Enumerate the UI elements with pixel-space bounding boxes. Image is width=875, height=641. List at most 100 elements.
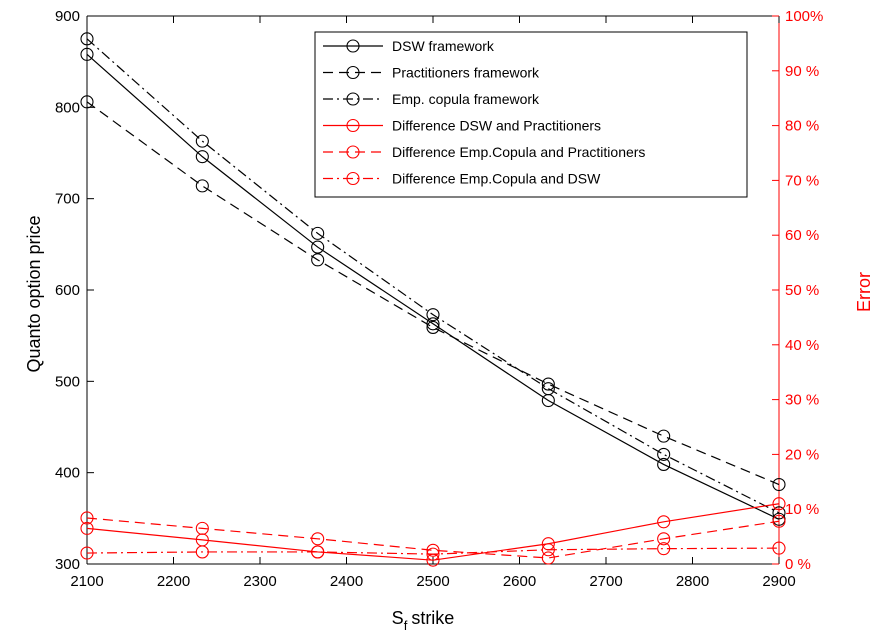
data-point [657, 515, 671, 529]
series-6 [80, 541, 786, 561]
x-tick-label: 2800 [676, 573, 709, 590]
legend-label: Practitioners framework [392, 65, 540, 81]
y-left-tick-label: 400 [55, 465, 80, 482]
y-right-tick-label: 0 % [785, 556, 811, 573]
legend-entry: Difference Emp.Copula and DSW [323, 171, 601, 187]
data-point [195, 179, 209, 193]
ticks-layer: 2100 2200 2300 2400 2500 2600 2700 2800 2900 300 4… [55, 8, 823, 590]
y-right-tick-label: 40 % [785, 337, 819, 354]
data-point [311, 253, 325, 267]
legend-label: DSW framework [392, 38, 495, 54]
data-point [426, 547, 440, 561]
legend-entry: Emp. copula framework [323, 91, 540, 107]
x-axis-label-symbol: S [392, 608, 404, 628]
legend-entry: Difference DSW and Practitioners [323, 118, 601, 134]
legend-entry: Difference Emp.Copula and Practitioners [323, 144, 645, 160]
series-1 [80, 47, 786, 526]
legend-label: Difference Emp.Copula and DSW [392, 171, 601, 187]
data-point [80, 546, 94, 560]
y-axis-right-label: Error [854, 272, 874, 312]
data-point [311, 240, 325, 254]
legend-label: Difference DSW and Practitioners [392, 118, 601, 134]
data-point [195, 545, 209, 559]
x-tick-label: 2700 [589, 573, 622, 590]
legend-label: Difference Emp.Copula and Practitioners [392, 144, 645, 160]
series-layer [80, 32, 786, 567]
legend-marker [346, 39, 360, 53]
data-point [657, 457, 671, 471]
legend-box [314, 31, 748, 198]
y-left-tick-label: 800 [55, 99, 80, 116]
x-tick-label: 2100 [70, 573, 103, 590]
y-right-tick-label: 30 % [785, 392, 819, 409]
legend-label: Emp. copula framework [392, 91, 540, 107]
series-3 [80, 32, 786, 520]
data-point [426, 308, 440, 322]
series-2 [80, 95, 786, 492]
data-point [426, 543, 440, 557]
data-point [541, 543, 555, 557]
y-right-tick-label: 60 % [785, 227, 819, 244]
data-point [772, 497, 786, 511]
data-point [311, 545, 325, 559]
data-point [80, 32, 94, 46]
y-right-tick-label: 80 % [785, 118, 819, 135]
series-line [86, 38, 780, 514]
data-point [195, 521, 209, 535]
x-tick-label: 2300 [243, 573, 276, 590]
y-left-tick-label: 600 [55, 282, 80, 299]
data-point [426, 320, 440, 334]
y-right-tick-label: 90 % [785, 63, 819, 80]
legend-entry: DSW framework [323, 38, 495, 54]
data-point [311, 532, 325, 546]
y-right-tick-label: 100% [785, 8, 823, 25]
series-line [86, 517, 780, 559]
data-point [541, 377, 555, 391]
series-line [86, 53, 780, 520]
series-5 [80, 511, 786, 565]
data-point [541, 382, 555, 396]
legend-marker [346, 118, 360, 133]
y-left-tick-label: 900 [55, 8, 80, 25]
data-point [772, 506, 786, 520]
series-line [86, 547, 780, 555]
data-point [772, 541, 786, 555]
data-point [80, 521, 94, 535]
data-point [195, 150, 209, 164]
data-point [657, 447, 671, 461]
data-point [80, 511, 94, 525]
x-tick-label: 2900 [762, 573, 795, 590]
y-left-tick-label: 700 [55, 191, 80, 208]
legend-marker [346, 171, 360, 186]
data-point [80, 95, 94, 109]
legend: DSW framework Practitioners framework Emp.… [314, 31, 748, 198]
y-right-tick-label: 20 % [785, 446, 819, 463]
legend-marker [346, 65, 360, 80]
x-axis-label-subscript: f [404, 618, 408, 633]
y-left-tick-label: 300 [55, 556, 80, 573]
data-point [657, 532, 671, 546]
data-point [657, 542, 671, 556]
legend-marker [346, 92, 360, 106]
x-tick-label: 2200 [157, 573, 190, 590]
data-point [195, 134, 209, 148]
y-right-tick-label: 50 % [785, 282, 819, 299]
x-tick-label: 2600 [503, 573, 536, 590]
x-axis-label: Sf strike [392, 608, 455, 633]
data-point [772, 477, 786, 492]
x-tick-label: 2500 [416, 573, 449, 590]
data-point [772, 514, 786, 528]
legend-marker [346, 145, 360, 159]
y-right-tick-label: 70 % [785, 172, 819, 189]
y-right-tick-label: 10 % [785, 501, 819, 518]
data-point [80, 47, 94, 61]
data-point [657, 429, 671, 443]
y-axis-left-label: Quanto option price [24, 215, 44, 372]
data-point [541, 551, 555, 565]
data-point [311, 226, 325, 240]
legend-entry: Practitioners framework [323, 65, 540, 81]
x-axis-label-text: strike [411, 608, 454, 628]
y-left-tick-label: 500 [55, 373, 80, 390]
x-tick-label: 2400 [330, 573, 363, 590]
